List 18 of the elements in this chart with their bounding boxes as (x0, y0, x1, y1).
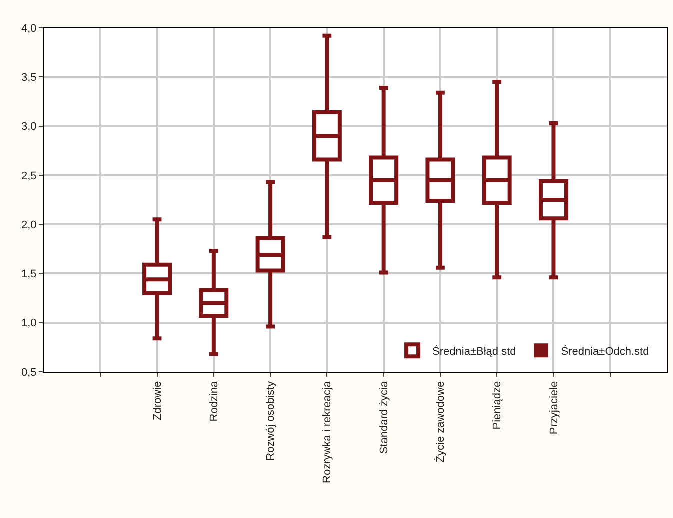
x-tick-label: Rozrywka i rekreacja (322, 380, 334, 484)
y-tick-label: 0,5 (22, 366, 37, 379)
x-tick-label: Standard życia (378, 380, 390, 454)
y-tick-label: 1,0 (22, 318, 37, 330)
y-tick-label: 2,5 (22, 170, 37, 182)
x-tick-label: Życie zawodowe (434, 381, 448, 463)
x-tick-label: Zdrowie (152, 381, 164, 421)
y-tick-label: 1,5 (22, 268, 37, 281)
y-tick-label: 3,0 (22, 121, 37, 134)
y-tick-label: 3,5 (22, 72, 37, 84)
x-tick-label: Przyjaciele (548, 381, 560, 435)
legend-label: Średnia±Błąd std (432, 344, 516, 358)
annotation: Średnia±Odch.std (561, 344, 650, 358)
x-tick-label: Pieniądze (492, 381, 504, 430)
x-tick-label: Rodzina (208, 380, 220, 422)
x-tick-label: Rozwój osobisty (265, 380, 278, 461)
y-tick-label: 4,0 (22, 22, 37, 35)
y-tick-label: 2,0 (22, 219, 37, 232)
